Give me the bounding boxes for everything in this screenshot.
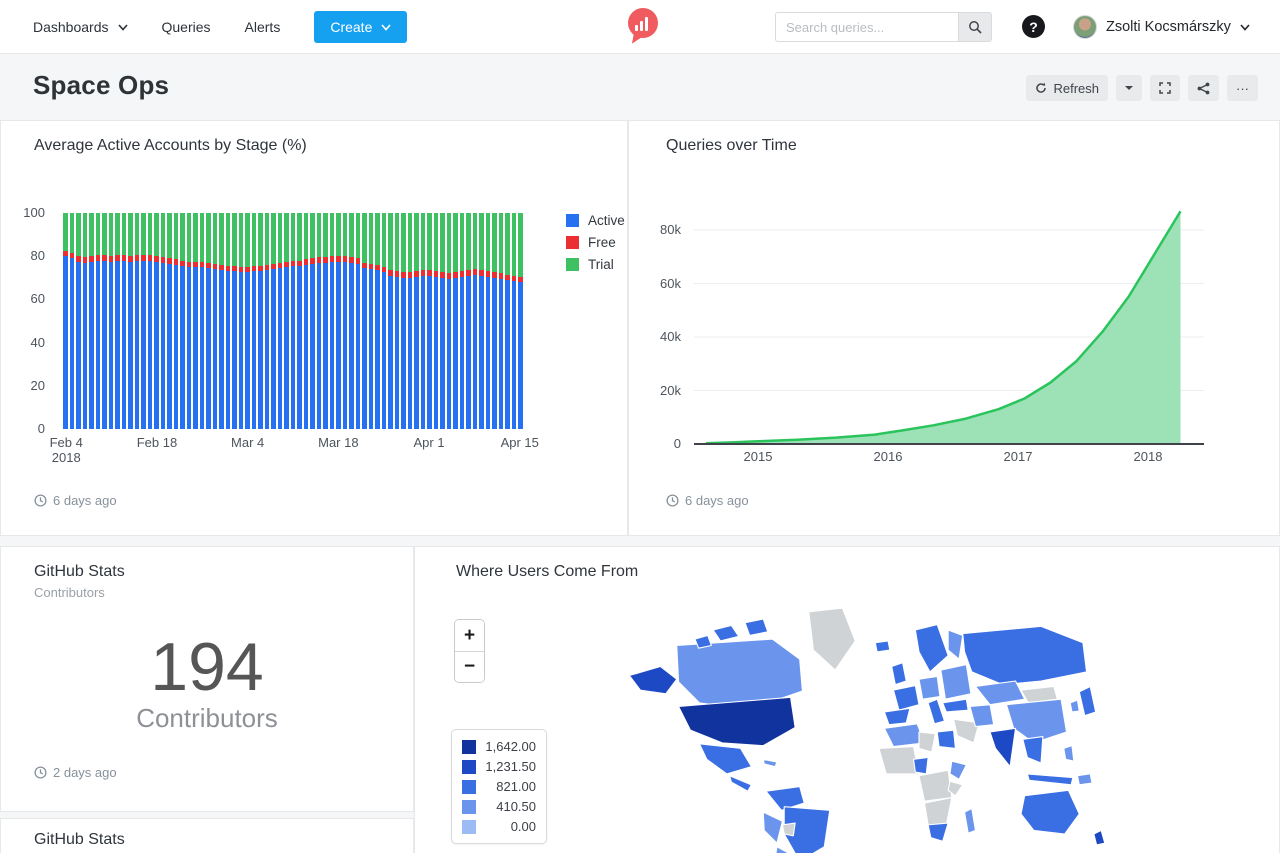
map-legend-item: 821.00: [462, 779, 536, 794]
nav-queries[interactable]: Queries: [161, 19, 211, 35]
avatar: [1073, 15, 1097, 39]
accounts-x-axis: Feb 4 2018 Feb 18 Mar 4 Mar 18 Apr 1 Apr 15: [49, 435, 539, 465]
widget-title: Queries over Time: [666, 137, 797, 154]
page-title: Space Ops: [33, 70, 170, 100]
fullscreen-icon: [1159, 82, 1171, 94]
search-input[interactable]: [775, 12, 958, 42]
map-legend-item: 1,642.00: [462, 739, 536, 754]
navbar: Dashboards Queries Alerts Create ? Zsolt…: [0, 0, 1280, 54]
widget-queries-over-time: Queries over Time 80k 60k 40k 20k 0 2015 2016…: [628, 120, 1280, 536]
search-button[interactable]: [958, 12, 992, 42]
queries-x-axis: 2015 2016 2017 2018: [743, 449, 1163, 464]
map-legend-item: 0.00: [462, 819, 536, 834]
share-button[interactable]: [1188, 75, 1219, 101]
world-choropleth-map[interactable]: [613, 595, 1123, 853]
accounts-bars: [63, 213, 523, 429]
queries-y-axis: 80k 60k 40k 20k 0: [660, 222, 681, 451]
widget-accounts-by-stage: Average Active Accounts by Stage (%) 100…: [0, 120, 628, 536]
create-button[interactable]: Create: [314, 11, 408, 43]
queries-area-chart: [684, 210, 1204, 455]
search-box: [775, 12, 992, 42]
legend-item-free: Free: [566, 235, 625, 250]
widget-title: Average Active Accounts by Stage (%): [34, 137, 307, 154]
help-button[interactable]: ?: [1022, 15, 1045, 38]
refresh-icon: [1036, 82, 1047, 93]
caret-down-icon: [1125, 86, 1133, 94]
refresh-options-button[interactable]: [1116, 75, 1142, 101]
accounts-legend: Active Free Trial: [566, 213, 625, 272]
user-menu[interactable]: Zsolti Kocsmárszky: [1073, 0, 1250, 54]
widget-github-stats: GitHub Stats Contributors 194 Contributo…: [0, 546, 414, 812]
zoom-out-button[interactable]: −: [455, 651, 484, 682]
redash-logo-icon[interactable]: [628, 8, 658, 38]
widget-users-map: Where Users Come From + − 1,642.00 1,231…: [414, 546, 1280, 853]
widget-title: Where Users Come From: [456, 563, 639, 580]
widget-title: GitHub Stats: [34, 563, 125, 580]
fullscreen-button[interactable]: [1150, 75, 1180, 101]
legend-item-trial: Trial: [566, 257, 625, 272]
widget-subtitle: Contributors: [34, 585, 105, 600]
nav-dashboards-label: Dashboards: [33, 19, 109, 35]
counter-value: 194: [150, 629, 264, 705]
widget-title: GitHub Stats: [34, 831, 125, 848]
chevron-down-icon: [381, 24, 391, 31]
nav-alerts[interactable]: Alerts: [244, 19, 281, 35]
clock-icon: [34, 494, 47, 507]
user-name: Zsolti Kocsmárszky: [1106, 19, 1231, 35]
clock-icon: [666, 494, 679, 507]
ellipsis-icon: ···: [1236, 80, 1249, 96]
widget-timestamp: 2 days ago: [34, 765, 117, 780]
chevron-down-icon: [1240, 24, 1250, 31]
map-zoom-control: + −: [454, 619, 485, 683]
map-legend-item: 410.50: [462, 799, 536, 814]
chevron-down-icon: [117, 24, 128, 31]
refresh-button[interactable]: Refresh: [1026, 75, 1108, 101]
widget-timestamp: 6 days ago: [34, 493, 117, 508]
counter-label: Contributors: [136, 703, 278, 733]
zoom-in-button[interactable]: +: [455, 620, 484, 651]
map-legend-item: 1,231.50: [462, 759, 536, 774]
share-icon: [1197, 82, 1210, 94]
widget-github-stats-2: GitHub Stats: [0, 818, 414, 853]
map-legend: 1,642.00 1,231.50 821.00 410.50 0.00: [451, 729, 547, 844]
nav-dashboards[interactable]: Dashboards: [33, 19, 128, 35]
accounts-y-axis: 100 80 60 40 20 0: [23, 205, 45, 436]
page-header: Space Ops Refresh ···: [0, 54, 1280, 120]
search-icon: [969, 21, 982, 34]
legend-item-active: Active: [566, 213, 625, 228]
clock-icon: [34, 766, 47, 779]
widget-timestamp: 6 days ago: [666, 493, 749, 508]
more-options-button[interactable]: ···: [1227, 75, 1258, 101]
